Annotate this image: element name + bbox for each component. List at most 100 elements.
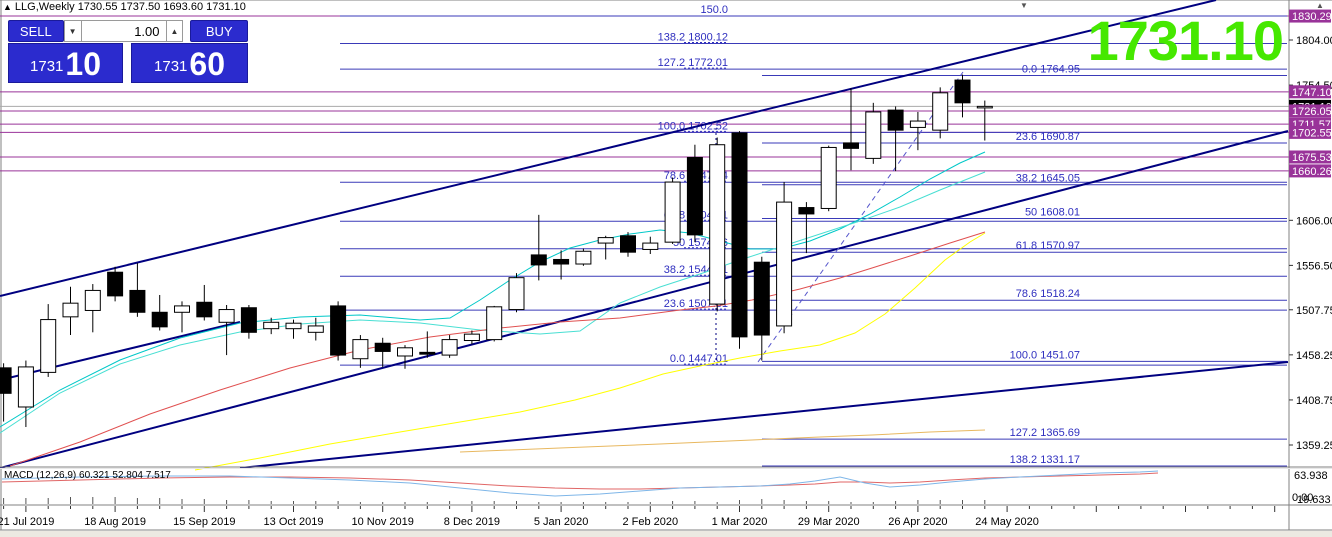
candle-body[interactable] xyxy=(129,289,146,313)
price-badge xyxy=(1289,164,1331,178)
date-axis-label: 15 Sep 2019 xyxy=(173,516,235,528)
sell-price-display[interactable]: 1731 10 xyxy=(8,43,123,83)
price-badge xyxy=(1289,9,1331,23)
date-axis-label: 5 Jan 2020 xyxy=(534,516,588,528)
chart-title: ▲ LLG,Weekly 1730.55 1737.50 1693.60 1731… xyxy=(3,1,246,13)
candle-body[interactable] xyxy=(686,156,703,236)
candle-body[interactable] xyxy=(17,366,34,408)
fib-extension-label: 150.0 xyxy=(700,4,728,16)
price-axis-label: 1606.00 xyxy=(1296,215,1332,227)
candle-body[interactable] xyxy=(909,120,926,128)
candle-body[interactable] xyxy=(486,306,503,341)
candle-body[interactable] xyxy=(709,144,726,305)
candle-body[interactable] xyxy=(330,305,347,356)
price-axis-label: 1804.00 xyxy=(1296,35,1332,47)
buy-price-display[interactable]: 1731 60 xyxy=(131,43,248,83)
candle-body[interactable] xyxy=(463,333,480,342)
candle-body[interactable] xyxy=(441,339,458,356)
candle-body[interactable] xyxy=(597,237,614,244)
candles-layer[interactable] xyxy=(0,74,993,428)
channel-upper xyxy=(0,0,1217,297)
macd-indicator-label: MACD (12,26,9) 60.321 52.804 7.517 xyxy=(4,470,171,481)
candle-body[interactable] xyxy=(932,92,949,131)
price-badge xyxy=(1289,85,1331,99)
buy-price-main: 1731 xyxy=(154,58,188,75)
fib-retracement-label: 61.8 1570.97 xyxy=(1016,240,1080,252)
price-badge-label: 1747.10 xyxy=(1292,87,1332,99)
candle-body[interactable] xyxy=(776,201,793,327)
candle-body[interactable] xyxy=(374,342,391,352)
fib-retracement-label: 38.2 1645.05 xyxy=(1016,173,1080,185)
lower-channel xyxy=(239,361,1289,469)
candle-body[interactable] xyxy=(240,307,257,333)
chevron-down-icon: ▼ xyxy=(68,26,77,36)
price-axis-label: 1408.75 xyxy=(1296,395,1332,407)
ma-yellow xyxy=(194,232,986,471)
candle-body[interactable] xyxy=(62,302,79,318)
candle-body[interactable] xyxy=(530,254,547,266)
channel-mid-segment xyxy=(0,321,241,381)
candle-body[interactable] xyxy=(553,258,570,265)
price-badge-label: 1675.53 xyxy=(1292,152,1332,164)
chart-title-text: LLG,Weekly 1730.55 1737.50 1693.60 1731.… xyxy=(14,1,246,13)
scroll-up-icon[interactable]: ▲ xyxy=(1316,1,1324,10)
sell-price-main: 1731 xyxy=(30,58,64,75)
candle-body[interactable] xyxy=(419,351,436,355)
candle-body[interactable] xyxy=(664,181,681,243)
candle-body[interactable] xyxy=(151,311,168,328)
date-axis-label: 13 Oct 2019 xyxy=(264,516,324,528)
candle-body[interactable] xyxy=(263,321,280,330)
ma-red xyxy=(9,231,986,467)
volume-decrease-button[interactable]: ▼ xyxy=(63,20,82,42)
candle-body[interactable] xyxy=(575,250,592,265)
candle-body[interactable] xyxy=(397,347,413,357)
candle-body[interactable] xyxy=(976,105,993,109)
candle-body[interactable] xyxy=(798,207,815,215)
candle-body[interactable] xyxy=(0,367,12,394)
fib-retracement-label: 127.2 1365.69 xyxy=(1010,427,1080,439)
candle-body[interactable] xyxy=(642,242,659,250)
date-axis-label: 10 Nov 2019 xyxy=(352,516,414,528)
date-axis-label: 21 Jul 2019 xyxy=(0,516,54,528)
candle-body[interactable] xyxy=(843,142,859,149)
symbol-marker-icon: ▲ xyxy=(3,2,12,12)
candle-body[interactable] xyxy=(196,301,213,318)
price-badge xyxy=(1289,125,1331,139)
fib-extension-label: 138.2 1800.12 xyxy=(658,32,728,44)
candle-body[interactable] xyxy=(84,289,101,311)
scroll-down-icon[interactable]: ▼ xyxy=(1020,1,1028,10)
candle-body[interactable] xyxy=(285,322,302,330)
candle-body[interactable] xyxy=(107,271,124,297)
candle-body[interactable] xyxy=(620,235,636,253)
candle-body[interactable] xyxy=(887,109,904,131)
ma-orange xyxy=(459,429,986,453)
volume-input[interactable] xyxy=(81,20,166,42)
candle-body[interactable] xyxy=(731,132,748,338)
sell-button[interactable]: SELL xyxy=(8,20,64,42)
date-axis-label: 18 Aug 2019 xyxy=(84,516,146,528)
buy-button[interactable]: BUY xyxy=(190,20,249,42)
sell-price-pips: 10 xyxy=(65,46,101,82)
candle-body[interactable] xyxy=(352,339,369,360)
candle-body[interactable] xyxy=(307,325,324,333)
ma-slow-cyan xyxy=(0,171,986,434)
price-axis-label: 1359.25 xyxy=(1296,440,1332,452)
fib-extension-label: 127.2 1772.01 xyxy=(658,57,728,69)
one-click-trading-panel: SELL ▼ ▲ BUY 1731 10 1731 60 xyxy=(8,20,249,83)
price-badge xyxy=(1289,104,1331,118)
macd-axis-zero-label: 0.00 xyxy=(1292,492,1313,504)
date-axis-label: 26 Apr 2020 xyxy=(888,516,947,528)
volume-increase-button[interactable]: ▲ xyxy=(165,20,184,42)
date-axis-label: 29 Mar 2020 xyxy=(798,516,860,528)
candle-body[interactable] xyxy=(865,111,882,159)
candle-body[interactable] xyxy=(40,319,57,373)
fib-retracement-label: 23.6 1690.87 xyxy=(1016,131,1080,143)
candle-body[interactable] xyxy=(753,261,770,336)
candle-body[interactable] xyxy=(954,79,971,104)
candle-body[interactable] xyxy=(174,305,190,313)
candle-body[interactable] xyxy=(820,146,837,209)
candle-body[interactable] xyxy=(218,309,235,323)
macd-main-line xyxy=(1,470,1159,497)
candle-body[interactable] xyxy=(508,277,525,311)
